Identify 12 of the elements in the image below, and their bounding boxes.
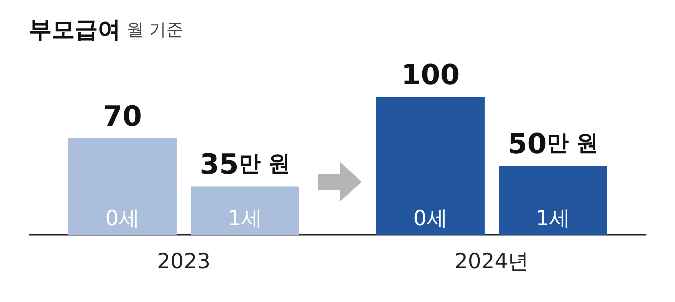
- data-label: 100: [402, 58, 460, 92]
- x-tick-label: 2024년: [454, 250, 530, 274]
- chart-title: 부모급여: [29, 18, 121, 44]
- text: 0세: [414, 206, 448, 230]
- series-label: 1세: [228, 206, 262, 230]
- series-label: 0세: [106, 206, 140, 230]
- chart-subtitle: 월 기준: [127, 20, 184, 40]
- x-tick-label: 2023: [157, 250, 211, 274]
- data-label: 35만 원: [200, 148, 291, 182]
- text: 1세: [536, 206, 570, 230]
- data-label: 70: [103, 100, 142, 133]
- data-label: 50만 원: [508, 128, 599, 160]
